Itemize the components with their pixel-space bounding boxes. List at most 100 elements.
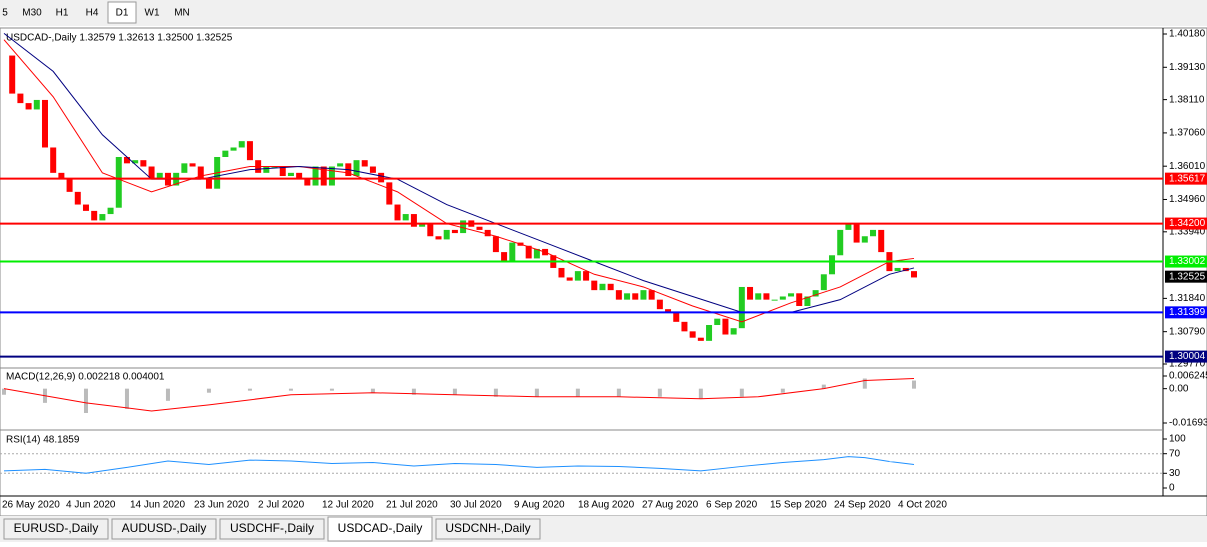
toolbar-button-label: 5 — [2, 8, 8, 19]
tab-label: EURUSD-,Daily — [14, 521, 99, 535]
date-label: 9 Aug 2020 — [514, 500, 565, 511]
candle — [238, 141, 245, 148]
tab-label: AUDUSD-,Daily — [122, 521, 207, 535]
macd-bar — [288, 388, 293, 391]
tab[interactable] — [219, 518, 325, 540]
date-label: 26 May 2020 — [2, 500, 60, 511]
date-label: 4 Oct 2020 — [898, 500, 947, 511]
candle — [58, 172, 65, 180]
candle — [779, 296, 786, 300]
macd-bar — [124, 388, 129, 409]
candle — [296, 172, 303, 180]
toolbar — [0, 0, 1207, 26]
candle — [747, 286, 754, 300]
level-label-box — [1165, 217, 1207, 230]
candle — [107, 207, 114, 215]
toolbar-button-label: D1 — [116, 8, 129, 19]
candle — [460, 220, 467, 234]
candle — [410, 214, 417, 227]
candle — [197, 166, 204, 180]
chart-frame — [0, 27, 1207, 517]
candle — [222, 150, 229, 157]
candle — [878, 229, 885, 253]
date-label: 14 Jun 2020 — [130, 500, 185, 511]
candle — [148, 166, 155, 180]
date-label: 24 Sep 2020 — [834, 500, 891, 511]
toolbar-button[interactable] — [107, 1, 137, 24]
macd-bar — [657, 388, 662, 397]
y-tick-label: 1.33940 — [1169, 226, 1206, 237]
toolbar-button[interactable] — [168, 2, 196, 23]
toolbar-button[interactable] — [48, 2, 76, 23]
candle — [328, 166, 335, 186]
tab-label: USDCNH-,Daily — [445, 521, 530, 535]
candle — [435, 236, 442, 240]
y-tick-label: 1.36010 — [1169, 161, 1206, 172]
macd-bar — [862, 378, 867, 389]
tab[interactable] — [3, 518, 109, 540]
candle — [25, 103, 32, 110]
macd-bar — [247, 388, 252, 391]
tab[interactable] — [435, 518, 541, 540]
candle — [378, 172, 385, 183]
rsi-tick-label: 30 — [1169, 468, 1181, 479]
toolbar-button[interactable] — [138, 2, 166, 23]
candle — [246, 141, 253, 161]
current-price-box — [1165, 270, 1207, 283]
current-price-label: 1.32525 — [1169, 271, 1206, 282]
y-tick-label: 1.30790 — [1169, 326, 1206, 337]
date-label: 6 Sep 2020 — [706, 500, 758, 511]
macd-label: MACD(12,26,9) 0.002218 0.004001 — [6, 372, 165, 383]
candle — [607, 283, 614, 291]
candle — [796, 293, 803, 306]
candle — [738, 286, 745, 329]
candle — [689, 331, 696, 338]
candle — [279, 166, 286, 177]
candle — [263, 166, 270, 173]
candle — [476, 226, 483, 230]
level-label: 1.35617 — [1169, 173, 1206, 184]
macd-bar — [329, 388, 334, 391]
toolbar-button[interactable] — [0, 2, 16, 23]
date-label: 27 Aug 2020 — [642, 500, 699, 511]
candle — [574, 271, 581, 281]
candle — [845, 223, 852, 230]
macd-bar — [206, 388, 211, 393]
level-label-box — [1165, 350, 1207, 363]
y-tick-label: 1.37060 — [1169, 128, 1206, 139]
tab-label: USDCAD-,Daily — [338, 521, 423, 535]
macd-bar — [575, 388, 580, 397]
candle — [99, 214, 106, 221]
level-label: 1.31399 — [1169, 307, 1206, 318]
y-tick-label: 1.40180 — [1169, 29, 1206, 40]
candle — [894, 267, 901, 272]
candle — [205, 179, 212, 189]
tab[interactable] — [327, 516, 433, 542]
candle — [804, 296, 811, 306]
candle — [427, 223, 434, 237]
y-tick-label: 1.34960 — [1169, 194, 1206, 205]
macd-tick-label: 0.00 — [1169, 383, 1189, 394]
macd-bar — [698, 388, 703, 399]
candle — [599, 283, 606, 291]
candle — [591, 280, 598, 291]
macd-bar — [165, 388, 170, 401]
toolbar-button[interactable] — [78, 2, 106, 23]
rsi-line — [3, 456, 915, 474]
candle — [115, 156, 122, 208]
candle — [91, 210, 98, 221]
candle — [730, 328, 737, 335]
candle — [624, 293, 631, 300]
candle — [870, 229, 877, 237]
candle — [911, 271, 917, 278]
candle — [337, 163, 344, 167]
candle — [902, 267, 909, 272]
candle — [656, 299, 663, 310]
toolbar-button[interactable] — [18, 2, 46, 23]
tab[interactable] — [111, 518, 217, 540]
macd-bar — [616, 388, 621, 397]
y-tick-label: 1.39130 — [1169, 62, 1206, 73]
candle — [402, 214, 409, 221]
candle — [369, 166, 376, 173]
